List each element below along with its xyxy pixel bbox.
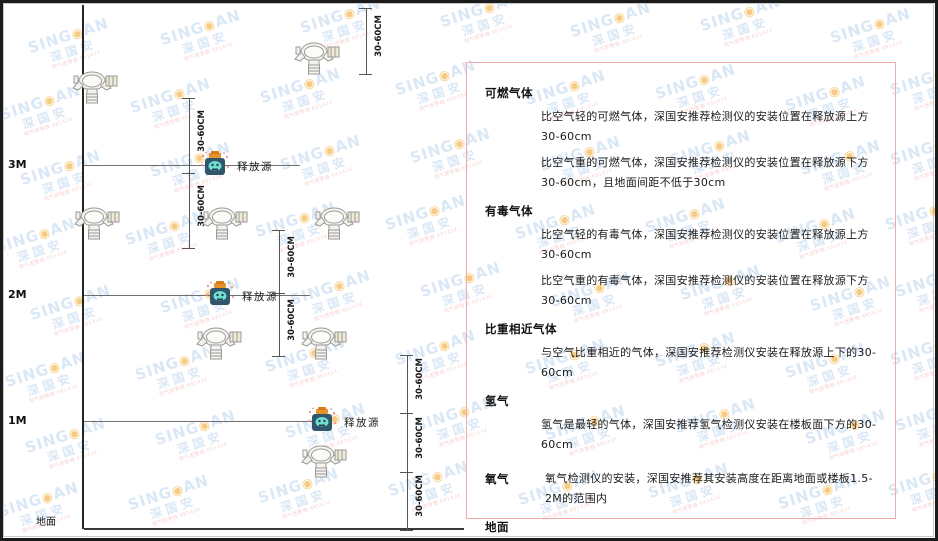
gas-detector-icon <box>192 323 246 363</box>
dimension-tick <box>359 8 372 9</box>
dimension-tick <box>400 530 413 531</box>
panel-section: 地面检测仪地面间距，深国安推荐在30-60cm，且不得小于30cm，因为过低容易… <box>485 519 877 541</box>
dimension-line <box>406 355 408 530</box>
page-border <box>3 3 934 537</box>
dimension-label: 30-60CM <box>374 15 384 57</box>
section-heading: 比重相近气体 <box>485 322 557 336</box>
frame-edge-right <box>935 0 938 541</box>
gas-detector-icon <box>297 323 351 363</box>
level-label-2m: 2M <box>8 288 27 301</box>
section-paragraph: 氢气是最轻的气体，深国安推荐氢气检测仪安装在楼板面下方的30-60cm <box>541 418 877 451</box>
dimension-line <box>365 8 367 74</box>
installation-diagram: 3M 2M 1M 30-60CM 30-60CM 30-60CM 30-60CM 30-60… <box>8 5 464 531</box>
section-heading: 氧气 <box>485 472 509 486</box>
section-heading: 氢气 <box>485 394 509 408</box>
section-paragraph: 氧气检测仪的安装，深国安推荐其安装高度在距离地面或楼板1.5-2M的范围内 <box>545 472 873 505</box>
level-label-3m: 3M <box>8 158 27 171</box>
gas-detector-icon <box>310 203 364 243</box>
ground-label: 地面 <box>36 517 56 528</box>
frame-edge-top <box>0 0 938 3</box>
panel-section: 氧气 氧气检测仪的安装，深国安推荐其安装高度在距离地面或楼板1.5-2M的范围内 <box>485 469 877 509</box>
dimension-tick <box>182 173 195 174</box>
dimension-label: 30-60CM <box>415 417 425 459</box>
release-source-icon <box>200 151 230 181</box>
section-paragraph: 比空气重的可燃气体，深国安推荐检测仪的安装位置在释放源下方30-60cm，且地面… <box>541 156 869 189</box>
level-line <box>84 165 300 166</box>
level-line <box>84 295 310 296</box>
section-heading: 有毒气体 <box>485 204 533 218</box>
dimension-tick <box>400 413 413 414</box>
dimension-column: 30-60CM 30-60CM 30-60CM <box>400 355 425 531</box>
dimension-label: 30-60CM <box>197 110 207 152</box>
dimension-tick <box>182 98 195 99</box>
section-heading: 地面 <box>485 520 509 534</box>
dimension-tick <box>359 74 372 75</box>
panel-section: 比重相近气体与空气比重相近的气体，深国安推荐检测仪安装在释放源上下的30-60c… <box>485 321 877 383</box>
frame-edge-bottom <box>0 538 938 541</box>
panel-body: 可燃气体 比空气轻的可燃气体，深国安推荐检测仪的安装位置在释放源上方30-60cm… <box>467 63 895 541</box>
dimension-tick <box>272 356 285 357</box>
release-source-label: 释放源 <box>242 291 278 303</box>
recommendation-panel: 可燃气体 比空气轻的可燃气体，深国安推荐检测仪的安装位置在释放源上方30-60cm… <box>466 62 896 534</box>
level-line <box>84 421 312 422</box>
section-paragraph: 比空气重的有毒气体，深国安推荐检测仪的安装位置在释放源下方30-60cm <box>541 274 869 307</box>
dimension-label: 30-60CM <box>287 299 297 341</box>
frame-edge-left <box>0 0 3 541</box>
release-source-label: 释放源 <box>344 417 380 429</box>
dimension-column: 30-60CM 30-60CM <box>272 230 297 357</box>
dimension-tick <box>400 472 413 473</box>
dimension-label: 30-60CM <box>415 475 425 517</box>
dimension-tick <box>272 293 285 294</box>
section-heading: 可燃气体 <box>485 86 533 100</box>
dimension-label: 30-60CM <box>415 358 425 400</box>
vertical-axis <box>82 5 84 529</box>
dimension-label: 30-60CM <box>287 236 297 278</box>
level-label-1m: 1M <box>8 414 27 427</box>
dimension-tick <box>400 355 413 356</box>
dimension-tick <box>182 248 195 249</box>
dimension-column: 30-60CM 30-60CM <box>182 98 207 249</box>
gas-detector-icon <box>198 203 252 243</box>
panel-section: 有毒气体 比空气轻的有毒气体，深国安推荐检测仪的安装位置在释放源上方30-60cm… <box>485 203 877 311</box>
section-paragraph: 比空气轻的有毒气体，深国安推荐检测仪的安装位置在释放源上方30-60cm <box>541 228 869 261</box>
gas-detector-icon <box>297 441 351 481</box>
panel-section: 氢气氢气是最轻的气体，深国安推荐氢气检测仪安装在楼板面下方的30-60cm <box>485 393 877 455</box>
dimension-column: 30-60CM <box>359 8 384 75</box>
gas-detector-icon <box>70 203 124 243</box>
section-paragraph: 比空气轻的可燃气体，深国安推荐检测仪的安装位置在释放源上方30-60cm <box>541 110 869 143</box>
release-source-label: 释放源 <box>237 161 273 173</box>
gas-detector-icon <box>68 67 122 107</box>
dimension-tick <box>272 230 285 231</box>
section-paragraph: 与空气比重相近的气体，深国安推荐检测仪安装在释放源上下的30-60cm <box>541 346 877 379</box>
ground-baseline <box>84 528 464 530</box>
release-source-icon <box>205 281 235 311</box>
release-source-icon <box>307 407 337 437</box>
panel-section: 可燃气体 比空气轻的可燃气体，深国安推荐检测仪的安装位置在释放源上方30-60cm… <box>485 85 877 193</box>
gas-detector-icon <box>290 38 344 78</box>
